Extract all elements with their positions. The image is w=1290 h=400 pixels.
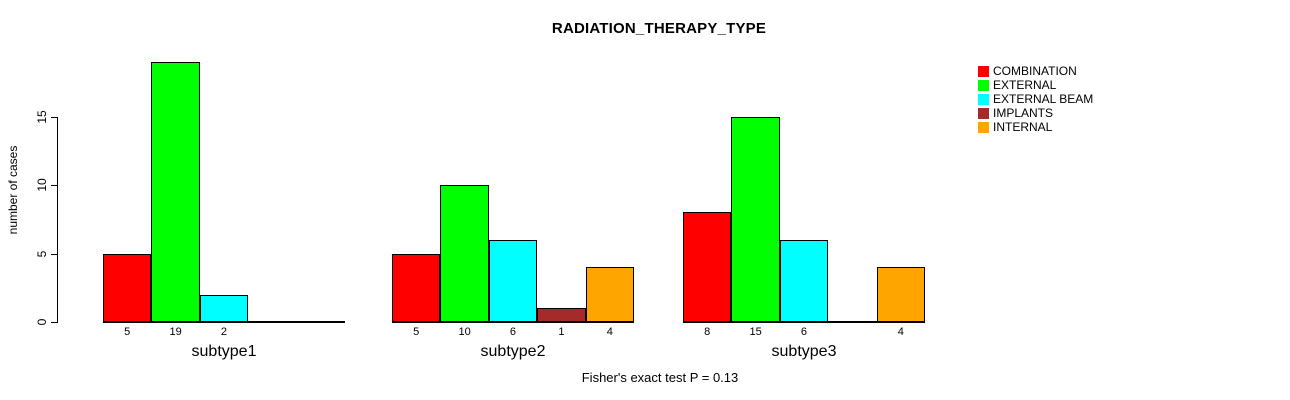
bar-value-label: 5 xyxy=(124,326,131,338)
legend-swatch-combination xyxy=(978,65,989,77)
bar-subtype2-implants xyxy=(537,308,586,322)
bar-subtype1-external-beam xyxy=(199,294,249,322)
y-axis-line xyxy=(57,116,58,323)
legend-label-internal: INTERNAL xyxy=(993,120,1053,134)
bar-value-label: 4 xyxy=(606,326,613,338)
bar-value-label: 19 xyxy=(169,326,182,338)
legend-item-implants: IMPLANTS xyxy=(978,106,1093,120)
x-baseline-subtype1 xyxy=(103,321,345,323)
bar-subtype3-external xyxy=(731,116,780,322)
legend-swatch-external-beam xyxy=(978,93,989,105)
legend-item-external-beam: EXTERNAL BEAM xyxy=(978,92,1093,106)
legend-item-internal: INTERNAL xyxy=(978,120,1093,134)
y-tick-label: 5 xyxy=(35,250,49,258)
y-tick xyxy=(51,254,57,255)
legend-label-external-beam: EXTERNAL BEAM xyxy=(993,92,1094,106)
legend-swatch-implants xyxy=(978,107,989,119)
bar-subtype3-internal xyxy=(876,267,925,322)
category-label-subtype1: subtype1 xyxy=(191,343,257,360)
category-label-subtype3: subtype3 xyxy=(771,343,837,360)
y-tick xyxy=(51,185,57,186)
bar-subtype1-combination xyxy=(103,253,152,322)
x-baseline-subtype3 xyxy=(683,321,925,323)
legend-swatch-external xyxy=(978,79,989,91)
bar-subtype2-combination xyxy=(392,253,441,322)
bar-subtype1-external xyxy=(151,61,200,322)
legend-label-combination: COMBINATION xyxy=(993,64,1077,78)
bar-value-label: 2 xyxy=(220,326,228,338)
y-tick-label: 0 xyxy=(35,318,49,326)
bar-subtype2-internal xyxy=(585,267,634,322)
bar-value-label: 5 xyxy=(413,326,420,338)
y-tick-label: 10 xyxy=(35,178,49,192)
bar-subtype3-combination xyxy=(683,212,732,322)
legend-label-implants: IMPLANTS xyxy=(993,106,1054,120)
y-tick xyxy=(51,117,57,118)
y-tick-label: 15 xyxy=(35,110,49,124)
bar-value-label: 6 xyxy=(800,326,808,338)
bar-subtype2-external-beam xyxy=(488,239,538,322)
chart-title: RADIATION_THERAPY_TYPE xyxy=(551,20,767,37)
bar-subtype2-external xyxy=(440,185,489,322)
bar-value-label: 15 xyxy=(749,326,762,338)
x-baseline-subtype2 xyxy=(392,321,634,323)
bar-value-label: 8 xyxy=(704,326,711,338)
bar-subtype3-external-beam xyxy=(779,239,829,322)
footnote-fishers-test: Fisher's exact test P = 0.13 xyxy=(581,370,739,385)
legend-item-combination: COMBINATION xyxy=(978,64,1093,78)
bar-value-label: 10 xyxy=(458,326,471,338)
legend-swatch-internal xyxy=(978,121,989,133)
legend-item-external: EXTERNAL xyxy=(978,78,1093,92)
bar-value-label: 4 xyxy=(897,326,904,338)
legend-label-external: EXTERNAL xyxy=(993,78,1057,92)
category-label-subtype2: subtype2 xyxy=(480,343,546,360)
y-tick xyxy=(51,322,57,323)
bar-value-label: 1 xyxy=(558,326,565,338)
legend: COMBINATION EXTERNAL EXTERNAL BEAM IMPLANTS… xyxy=(978,64,1093,134)
bar-value-label: 6 xyxy=(509,326,517,338)
